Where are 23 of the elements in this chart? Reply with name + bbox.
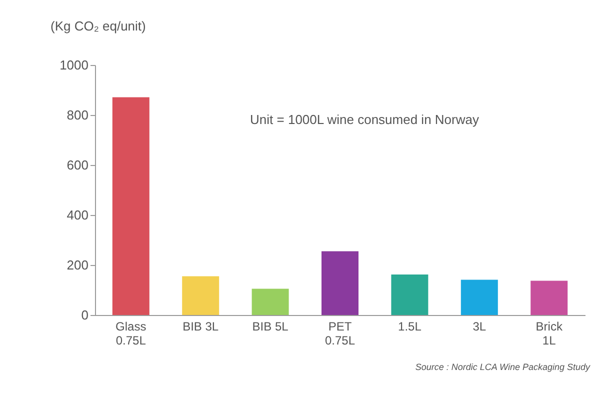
annotation: Unit = 1000L wine consumed in Norway	[250, 112, 480, 127]
bar	[182, 276, 220, 315]
x-tick-label: Brick 1L	[536, 320, 564, 348]
bar	[391, 274, 428, 315]
y-tick-label: 800	[66, 108, 88, 122]
x-tick-label: PET 0.75L	[324, 320, 356, 348]
y-tick-label: 200	[66, 258, 88, 272]
source-note: Source : Nordic LCA Wine Packaging Study	[415, 362, 590, 372]
y-tick-label: 600	[66, 158, 88, 172]
x-tick-label: 3L	[472, 320, 486, 334]
y-tick-label: 1000	[60, 58, 88, 72]
y-tick-label: 400	[66, 208, 88, 222]
x-tick-label: BIB 3L	[182, 320, 219, 334]
x-tick-label: Glass 0.75L	[116, 320, 146, 348]
bar	[530, 280, 568, 315]
y-axis-title: (Kg CO₂ eq/unit)	[50, 18, 146, 34]
bar	[322, 251, 358, 315]
bar	[460, 280, 498, 315]
x-tick-label: 1.5L	[398, 320, 422, 334]
bar	[112, 97, 150, 315]
y-tick-label: 0	[81, 308, 88, 322]
bar	[252, 288, 289, 315]
x-tick-label: BIB 5L	[252, 320, 289, 334]
